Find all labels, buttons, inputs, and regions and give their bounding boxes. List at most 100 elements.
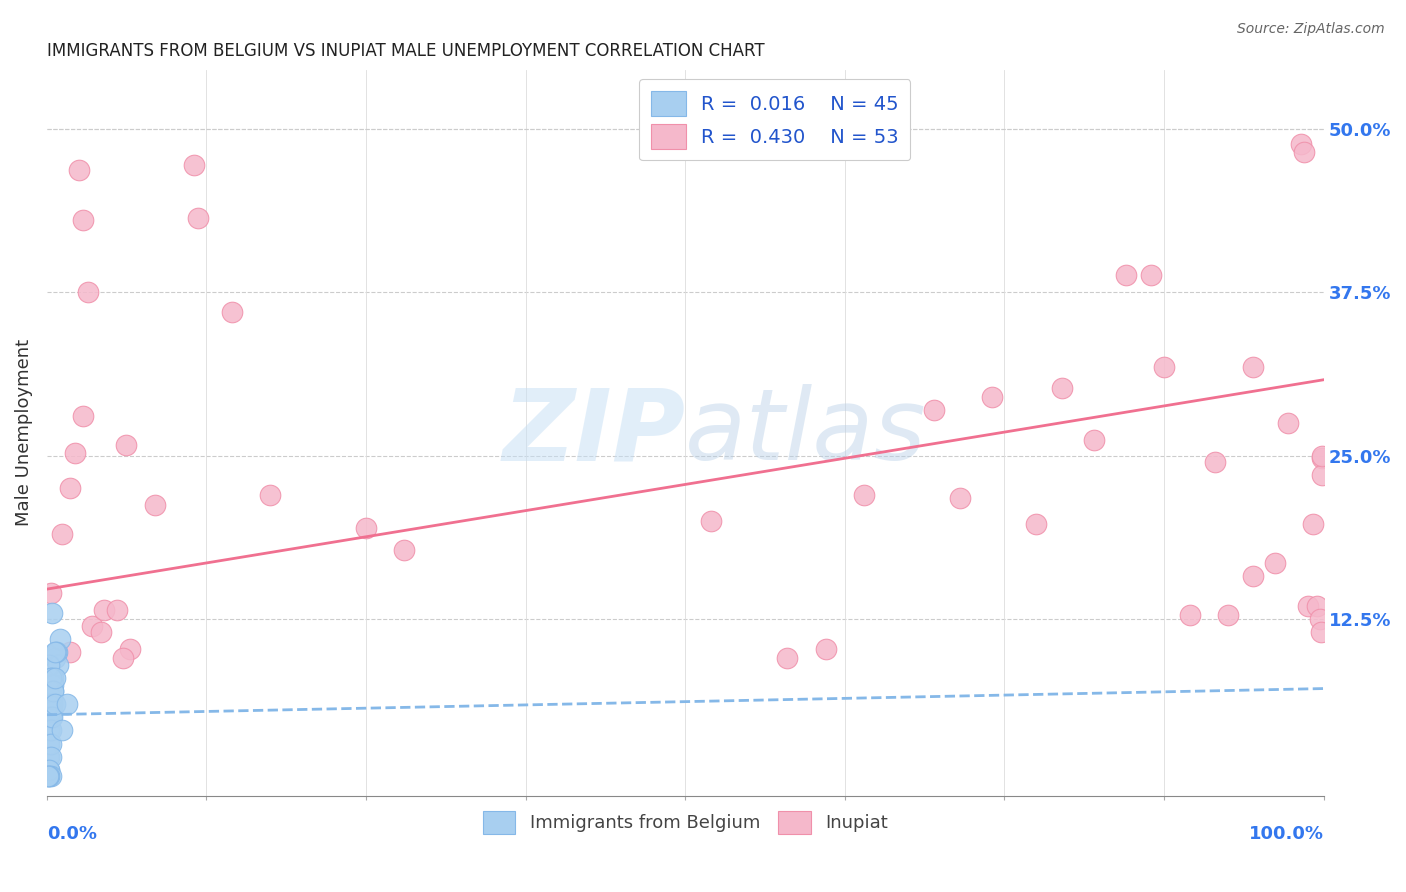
Point [48,632,70,646]
Point [221,304,243,318]
Point [1153,359,1175,374]
Point [38,723,60,738]
Point [1140,268,1163,282]
Point [93,603,115,617]
Point [1309,612,1331,626]
Point [118,642,141,657]
Point [1302,516,1324,531]
Point [394,542,416,557]
Point [39,769,62,783]
Point [38,769,60,783]
Point [39,671,62,685]
Point [187,211,209,225]
Point [41,690,63,705]
Point [38,658,60,673]
Point [39,737,62,751]
Point [1216,608,1239,623]
Point [51,527,73,541]
Point [949,491,972,505]
Point [45,645,67,659]
Point [1178,608,1201,623]
Point [700,514,723,528]
Point [39,671,62,685]
Point [38,737,60,751]
Point [1241,569,1264,583]
Point [72,409,94,424]
Point [44,671,66,685]
Point [1025,516,1047,531]
Point [1298,599,1320,614]
Point [1294,145,1316,159]
Point [39,684,62,698]
Point [1289,137,1312,152]
Point [76,285,98,299]
Point [112,651,135,665]
Point [44,698,66,712]
Point [1115,268,1137,282]
Text: Source: ZipAtlas.com: Source: ZipAtlas.com [1237,22,1385,37]
Point [1306,599,1329,614]
Legend: Immigrants from Belgium, Inupiat: Immigrants from Belgium, Inupiat [475,804,896,841]
Point [1312,468,1334,483]
Point [145,499,167,513]
Point [38,763,60,777]
Point [42,671,65,685]
Point [41,698,63,712]
Point [38,749,60,764]
Point [39,723,62,738]
Point [39,710,62,724]
Point [44,645,66,659]
Point [115,438,138,452]
Point [63,446,86,460]
Text: IMMIGRANTS FROM BELGIUM VS INUPIAT MALE UNEMPLOYMENT CORRELATION CHART: IMMIGRANTS FROM BELGIUM VS INUPIAT MALE … [46,42,765,60]
Point [41,710,63,724]
Point [37,769,59,783]
Point [1204,455,1226,469]
Point [48,658,70,673]
Point [39,704,62,718]
Y-axis label: Male Unemployment: Male Unemployment [15,339,32,526]
Point [67,163,90,178]
Point [72,213,94,227]
Point [1312,451,1334,466]
Point [1050,381,1073,395]
Point [1241,359,1264,374]
Point [922,402,945,417]
Point [89,625,111,640]
Point [38,698,60,712]
Point [46,645,69,659]
Point [41,704,63,718]
Point [59,645,82,659]
Point [183,158,205,172]
Point [39,586,62,600]
Point [41,606,63,620]
Point [1264,556,1286,570]
Point [853,488,876,502]
Point [37,769,59,783]
Point [814,642,837,657]
Point [39,749,62,764]
Point [105,603,128,617]
Point [38,723,60,738]
Point [59,481,82,495]
Point [776,651,799,665]
Point [259,488,281,502]
Point [1277,416,1299,430]
Point [42,684,65,698]
Point [37,763,59,777]
Point [37,737,59,751]
Point [1083,433,1105,447]
Text: atlas: atlas [685,384,927,482]
Point [80,619,103,633]
Point [42,684,65,698]
Text: 100.0%: 100.0% [1249,825,1323,843]
Text: ZIP: ZIP [502,384,685,482]
Point [37,749,59,764]
Point [44,651,66,665]
Point [51,723,73,738]
Point [39,710,62,724]
Point [1312,449,1334,463]
Text: 0.0%: 0.0% [46,825,97,843]
Point [354,520,377,534]
Point [41,698,63,712]
